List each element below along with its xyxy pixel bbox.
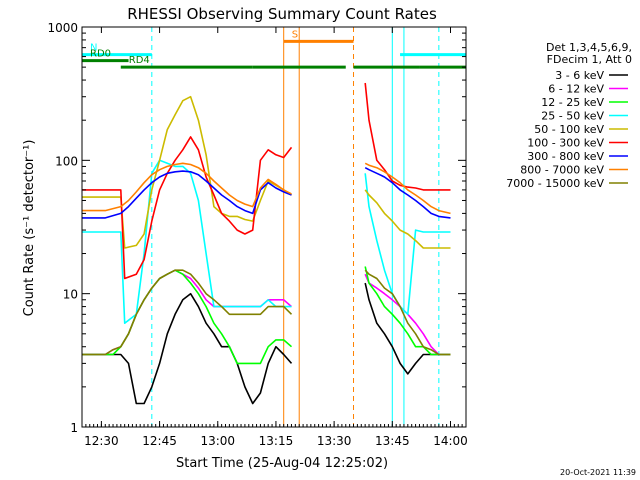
vertical-markers-layer [151, 27, 440, 427]
status-bar-label: RD0 [90, 49, 111, 60]
legend-entry-label: 300 - 800 keV [527, 150, 604, 163]
legend-entry-label: 50 - 100 keV [534, 123, 604, 136]
series-line [364, 269, 451, 356]
series-layer [82, 82, 451, 405]
x-tick-label: 13:00 [200, 434, 235, 448]
y-tick-label: 100 [55, 154, 78, 168]
chart-title: RHESSI Observing Summary Count Rates [127, 5, 437, 23]
legend-header-line-1: Det 1,3,4,5,6,9, [546, 41, 632, 54]
series-line [82, 136, 293, 280]
footer-date: 20-Oct-2021 11:39 [560, 468, 636, 477]
x-tick-label: 13:30 [317, 434, 352, 448]
series-line [82, 95, 292, 249]
x-tick-label: 12:45 [142, 434, 177, 448]
legend-entry-label: 3 - 6 keV [555, 69, 604, 82]
series-line [364, 266, 451, 356]
status-bar-label: N [90, 43, 97, 54]
y-tick-label: 1 [70, 421, 78, 435]
legend-entry-label: 800 - 7000 keV [520, 164, 604, 177]
x-tick-label: 12:30 [84, 434, 119, 448]
series-line [364, 162, 451, 215]
legend-entry-label: 100 - 300 keV [527, 137, 604, 150]
series-line [364, 189, 451, 249]
x-tick-label: 13:15 [259, 434, 294, 448]
series-line [364, 166, 451, 219]
status-bars-layer: N S RD0 RD4 [82, 29, 466, 69]
series-line [82, 162, 292, 212]
y-axis-label: Count Rate (s⁻¹ detector⁻¹) [22, 140, 37, 317]
plot-area: N S RD0 RD4 [82, 27, 466, 427]
plot-frame [81, 26, 467, 428]
legend-entry-label: 7000 - 15000 keV [506, 177, 604, 190]
status-bar-label: RD4 [129, 55, 150, 66]
y-axis-ticks: 1 10 100 1000 [47, 21, 466, 435]
series-line [82, 269, 293, 356]
legend-entry-label: 6 - 12 keV [548, 83, 604, 96]
series-line [82, 292, 293, 405]
series-line [364, 82, 451, 191]
x-tick-label: 13:45 [375, 434, 410, 448]
y-tick-label: 10 [63, 288, 78, 302]
legend: Det 1,3,4,5,6,9, FDecim 1, Att 0 3 - 6 k… [506, 41, 632, 190]
legend-entry-label: 12 - 25 keV [541, 96, 604, 109]
x-tick-label: 14:00 [433, 434, 468, 448]
x-axis-ticks: 12:30 12:45 13:00 13:15 13:30 13:45 14:00 [81, 27, 468, 448]
legend-header-line-2: FDecim 1, Att 0 [547, 53, 632, 66]
legend-entry-label: 25 - 50 keV [541, 110, 604, 123]
x-axis-label: Start Time (25-Aug-04 12:25:02) [176, 456, 388, 471]
status-bar-label: S [292, 29, 298, 40]
y-tick-label: 1000 [47, 21, 78, 35]
series-line [364, 282, 451, 375]
